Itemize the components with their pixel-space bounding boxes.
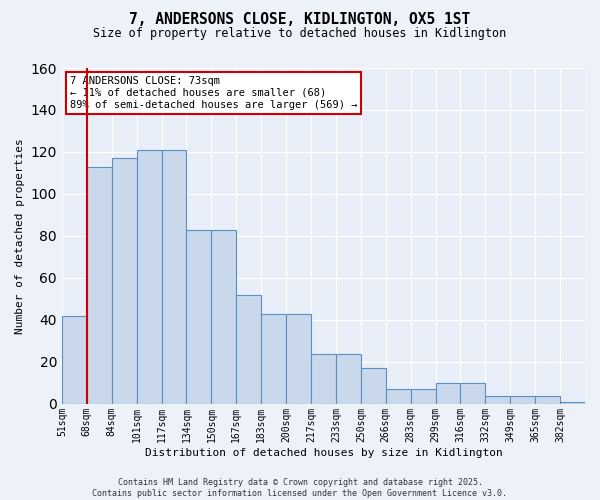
Text: 7 ANDERSONS CLOSE: 73sqm
← 11% of detached houses are smaller (68)
89% of semi-d: 7 ANDERSONS CLOSE: 73sqm ← 11% of detach… (70, 76, 357, 110)
Bar (161, 150, 187, 404)
Bar (87, 166, 112, 404)
Bar (112, 158, 137, 404)
Bar (236, 294, 261, 404)
Bar (535, 396, 560, 404)
Bar (485, 396, 510, 404)
Bar (410, 389, 436, 404)
Bar (187, 230, 211, 404)
Bar (137, 150, 161, 404)
Bar (311, 354, 336, 404)
Bar (436, 383, 460, 404)
Y-axis label: Number of detached properties: Number of detached properties (15, 138, 25, 334)
Text: Contains HM Land Registry data © Crown copyright and database right 2025.
Contai: Contains HM Land Registry data © Crown c… (92, 478, 508, 498)
Text: Size of property relative to detached houses in Kidlington: Size of property relative to detached ho… (94, 28, 506, 40)
Bar (211, 230, 236, 404)
X-axis label: Distribution of detached houses by size in Kidlington: Distribution of detached houses by size … (145, 448, 502, 458)
Text: 7, ANDERSONS CLOSE, KIDLINGTON, OX5 1ST: 7, ANDERSONS CLOSE, KIDLINGTON, OX5 1ST (130, 12, 470, 28)
Bar (62, 316, 87, 404)
Bar (261, 314, 286, 404)
Bar (361, 368, 386, 404)
Bar (386, 389, 410, 404)
Bar (336, 354, 361, 404)
Bar (286, 314, 311, 404)
Bar (460, 383, 485, 404)
Bar (560, 402, 585, 404)
Bar (510, 396, 535, 404)
